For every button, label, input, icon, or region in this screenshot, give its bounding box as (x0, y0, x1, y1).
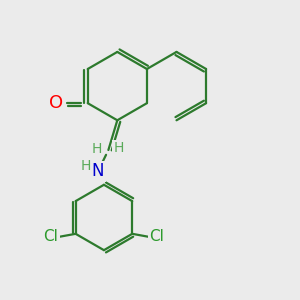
Text: O: O (49, 94, 63, 112)
Text: H: H (92, 142, 102, 155)
Text: H: H (80, 159, 91, 173)
Text: N: N (92, 162, 104, 180)
Text: H: H (114, 141, 124, 154)
Text: Cl: Cl (149, 229, 164, 244)
Text: Cl: Cl (44, 229, 59, 244)
